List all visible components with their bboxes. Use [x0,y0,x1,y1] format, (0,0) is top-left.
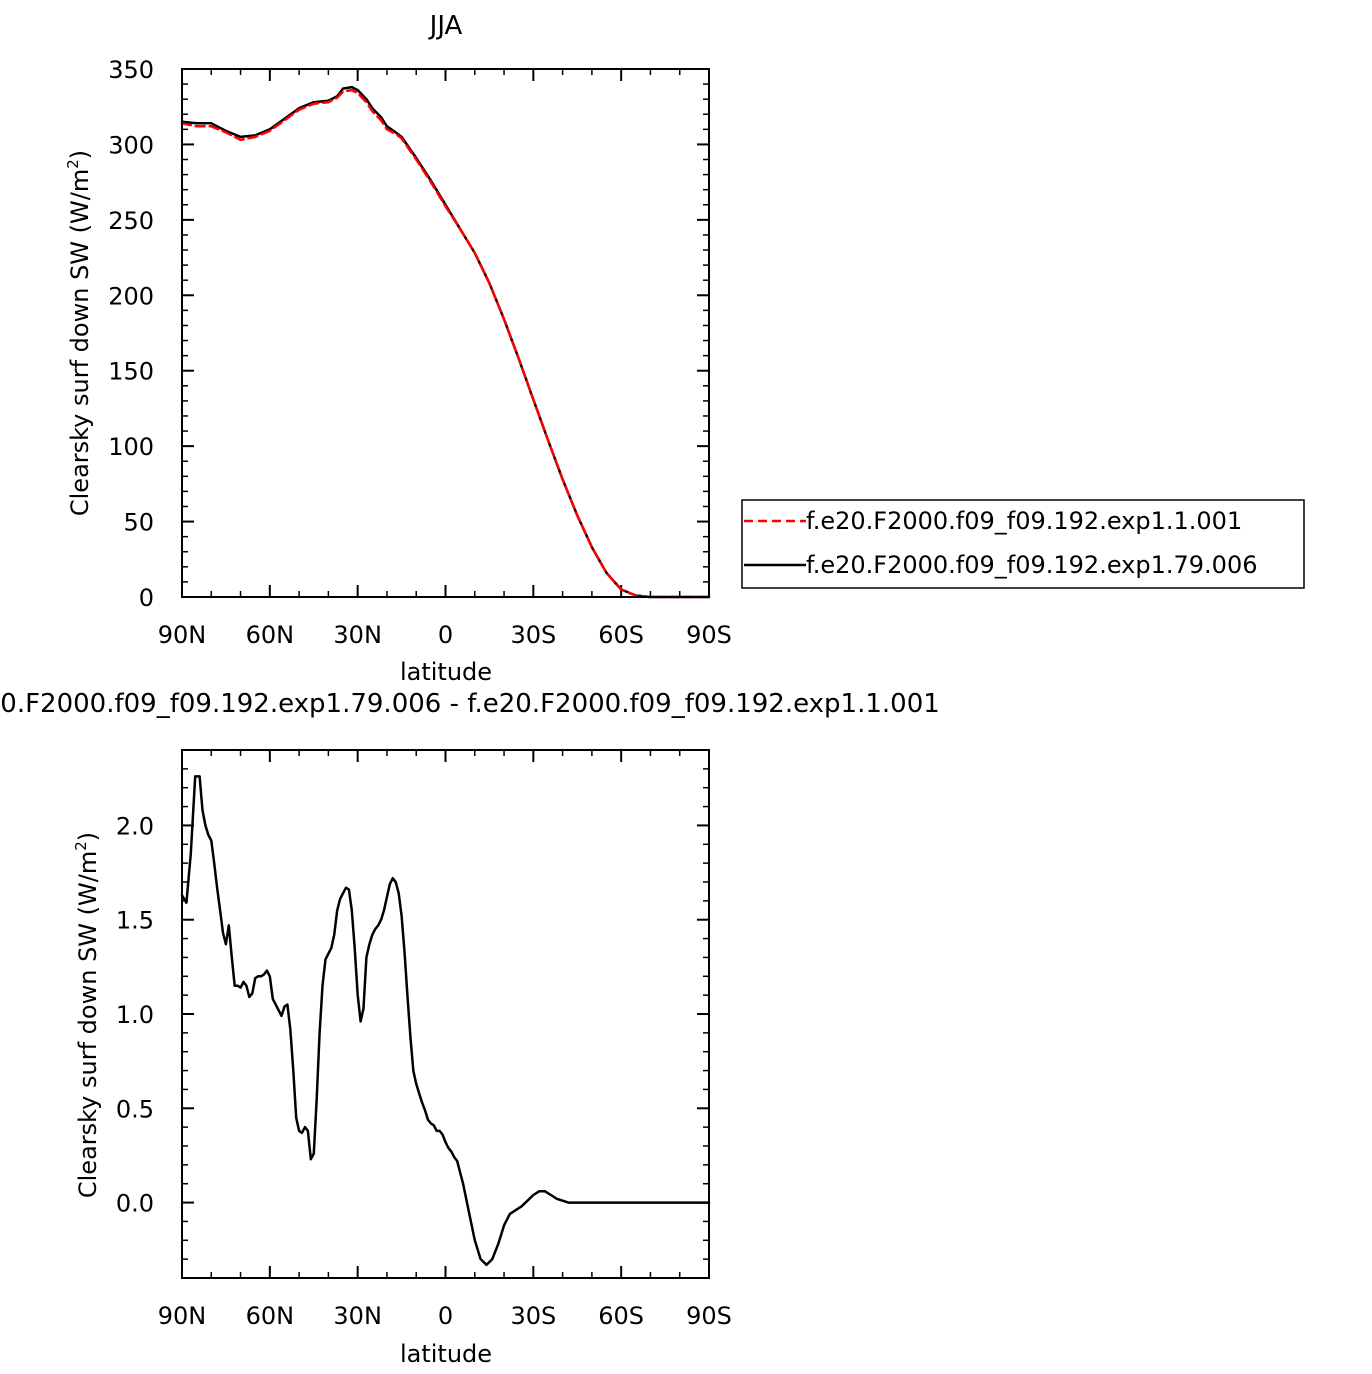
x-tick-label: 60S [598,621,644,649]
y-tick-label: 1.0 [116,1001,154,1029]
y-tick-label: 2.0 [116,812,154,840]
series-line-1 [180,88,711,599]
x-tick-label: 60N [246,1302,295,1330]
x-tick-label: 30S [510,1302,556,1330]
y-tick-label: 0.0 [116,1190,154,1218]
bottom-panel: f.e20.F2000.f09_f09.192.exp1.79.006 - f.… [0,689,940,1368]
top-chart-title: JJA [428,11,463,41]
top-panel: JJA 90N 60N 30N 0 30S 60S 90S 0 50 100 150 200 250 30… [64,11,732,686]
bottom-x-axis-title: latitude [400,1340,492,1368]
legend-label-series-1: f.e20.F2000.f09_f09.192.exp1.1.001 [806,507,1242,535]
bottom-y-axis-title: Clearsky surf down SW (W/m2) [72,832,102,1198]
x-tick-label: 30S [510,621,556,649]
bottom-plot-frame [181,749,710,1279]
series-line-1 [180,775,711,1267]
legend: f.e20.F2000.f09_f09.192.exp1.1.001 f.e20… [741,499,1305,589]
top-x-axis-title: latitude [400,658,492,686]
legend-label-series-2: f.e20.F2000.f09_f09.192.exp1.79.006 [806,551,1257,579]
x-tick-label: 90N [158,1302,207,1330]
y-tick-label: 0.5 [116,1095,154,1123]
y-tick-label: 200 [108,282,154,310]
x-tick-label: 60N [246,621,295,649]
x-tick-label: 90S [686,621,732,649]
x-tick-label: 30N [333,621,382,649]
legend-box [741,499,1305,589]
y-tick-label: 100 [108,433,154,461]
top-y-axis-title: Clearsky surf down SW (W/m2) [64,150,94,516]
y-tick-label: 150 [108,358,154,386]
x-tick-label: 30N [333,1302,382,1330]
y-tick-label: 250 [108,207,154,235]
x-tick-label: 0 [438,1302,453,1330]
series-line-2 [180,85,711,599]
y-tick-label: 0 [139,584,154,612]
x-tick-label: 90N [158,621,207,649]
top-plot-frame [181,68,710,598]
y-tick-label: 350 [108,56,154,84]
y-tick-label: 50 [123,509,154,537]
x-tick-label: 60S [598,1302,644,1330]
y-tick-label: 1.5 [116,907,154,935]
x-tick-label: 0 [438,621,453,649]
y-tick-label: 300 [108,131,154,159]
bottom-chart-title: f.e20.F2000.f09_f09.192.exp1.79.006 - f.… [0,689,940,719]
x-tick-label: 90S [686,1302,732,1330]
